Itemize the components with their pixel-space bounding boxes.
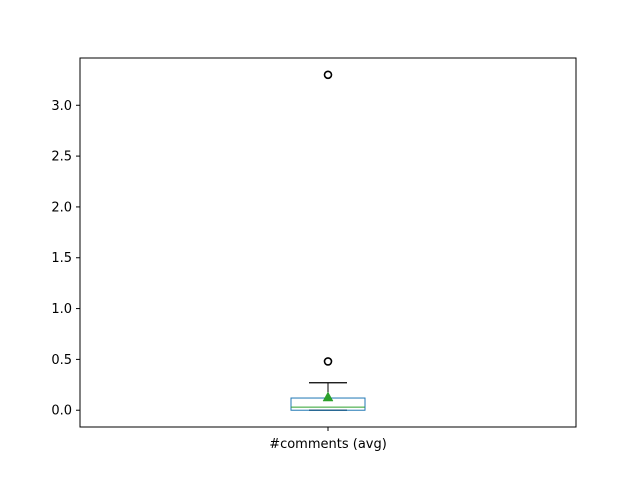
x-tick-label: #comments (avg): [269, 437, 387, 452]
plot-layer: [290, 70, 366, 411]
y-tick-label: 1.5: [51, 251, 72, 266]
plot-frame: [79, 57, 577, 428]
outlier-point: [323, 70, 333, 80]
y-tick-label: 2.5: [51, 150, 72, 165]
outlier-point: [323, 357, 333, 366]
y-tick-label: 3.0: [51, 99, 72, 114]
y-tick-label: 2.0: [51, 200, 72, 215]
y-tick-label: 1.0: [51, 302, 72, 317]
y-tick-label: 0.5: [51, 353, 72, 368]
mean-marker: [322, 391, 334, 402]
y-axis: 0.0 0.5 1.0 1.5 2.0 2.5 3.0: [51, 99, 80, 419]
y-tick-label: 0.0: [51, 404, 72, 419]
x-axis: #comments (avg): [269, 427, 387, 452]
